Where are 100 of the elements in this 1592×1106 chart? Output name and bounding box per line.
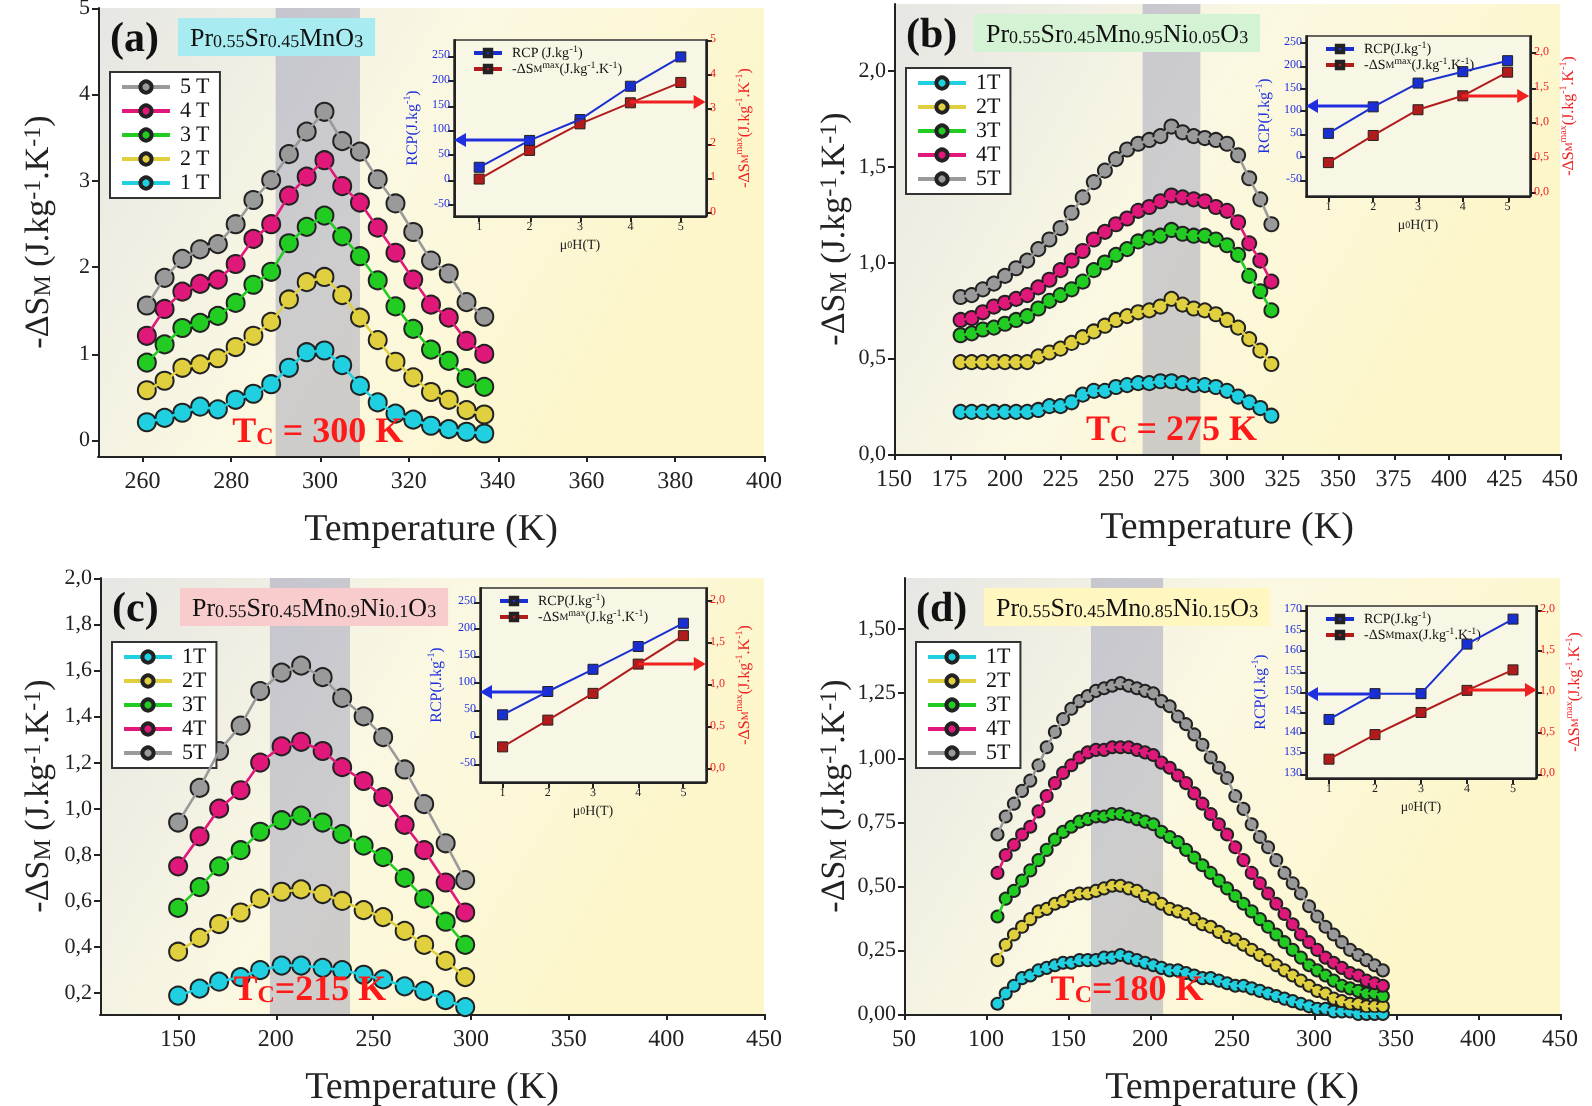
text: Pr0.55Sr0.45MnO3 (190, 22, 365, 52)
y-tick-label: 2,0 (858, 59, 887, 84)
y-tick-label: 5 (79, 0, 91, 20)
point (1263, 407, 1280, 424)
y-tick-label: 2 (79, 255, 90, 280)
point (497, 741, 509, 753)
legend-label: 1T (986, 645, 1011, 669)
point (1263, 302, 1280, 319)
point (455, 902, 476, 923)
point (990, 953, 1005, 968)
point (474, 423, 495, 444)
x-tick-label: 320 (390, 466, 427, 494)
x-tick-label: 300 (453, 1024, 490, 1052)
x-tick-label: 400 (648, 1024, 685, 1052)
legend-label: 1T (976, 71, 1001, 95)
point (474, 376, 495, 397)
y-tick-label: 0,5 (858, 346, 887, 371)
point (474, 306, 495, 327)
legend-label: 3T (976, 119, 1001, 143)
y-tick-label: 1,8 (64, 612, 93, 637)
x-tick-label: 250 (1214, 1024, 1250, 1052)
x-tick-label: 450 (746, 1024, 782, 1052)
x-tick-label: 380 (657, 466, 694, 494)
x-tick-label: 325 (1264, 464, 1301, 492)
x-tick-label: 450 (1542, 1024, 1578, 1052)
y-tick-label: 1,6 (64, 658, 93, 683)
x-tick-label: 360 (568, 466, 605, 494)
y-tick-label: 1,5 (858, 154, 887, 179)
x-tick-label: 50 (892, 1024, 916, 1052)
point (168, 897, 189, 918)
legend-label: 2T (182, 669, 207, 693)
point (677, 617, 689, 629)
point (1507, 664, 1519, 676)
legend-label: 4 T (180, 99, 211, 123)
chart-title: Pr0.55Sr0.45Mn0.85Ni0.15O3 (996, 592, 1259, 622)
x-axis-title: Temperature (K) (1105, 1066, 1359, 1106)
x-tick-label: 340 (479, 466, 516, 494)
y-tick-label: 1,0 (858, 250, 887, 275)
y-tick-label: 1,0 (64, 796, 93, 821)
point (474, 404, 495, 425)
annotation: TC = 300 K (232, 410, 404, 450)
x-tick-label: 200 (1132, 1024, 1168, 1052)
annotation: (b) (906, 9, 958, 57)
point (136, 380, 157, 401)
legend-label: 4T (976, 143, 1001, 167)
x-tick-label: 275 (1153, 464, 1190, 492)
y-tick-label: 1,00 (857, 745, 897, 770)
point (474, 343, 495, 364)
point (136, 412, 157, 433)
x-tick-label: 450 (1542, 464, 1578, 492)
y-tick-label: 1,4 (64, 704, 93, 729)
point (990, 865, 1005, 880)
y-tick-label: 1,25 (857, 681, 897, 706)
point (1323, 713, 1335, 725)
legend-label: 1T (182, 645, 207, 669)
legend-label: 4T (986, 717, 1011, 741)
annotation: (d) (916, 583, 968, 631)
x-axis-title: Temperature (K) (305, 1066, 559, 1106)
annotation: TC = 275 K (1086, 408, 1257, 448)
x-tick-label: 300 (1209, 464, 1245, 492)
x-tick-label: 400 (746, 466, 782, 494)
x-tick-label: 350 (1378, 1024, 1414, 1052)
x-tick-label: 250 (1098, 464, 1134, 492)
point (1322, 157, 1334, 169)
point (677, 630, 689, 642)
y-tick-label: 0,25 (857, 937, 897, 962)
y-tick-label: 0,00 (857, 1002, 897, 1026)
annotation: TC=180 K (1050, 968, 1204, 1008)
chart-title: Pr0.55Sr0.45Mn0.95Ni0.05O3 (986, 18, 1249, 48)
point (455, 870, 476, 891)
y-tick-label: 1,50 (857, 617, 897, 642)
x-tick-label: 175 (931, 464, 968, 492)
y-tick-label: 0,75 (857, 809, 897, 834)
x-tick-label: 280 (213, 466, 250, 494)
point (473, 173, 485, 185)
point (1323, 753, 1335, 765)
annotation: (c) (112, 583, 159, 631)
point (1461, 638, 1473, 650)
y-tick-label: 0,8 (64, 842, 93, 867)
chart-title: Pr0.55Sr0.45Mn0.9Ni0.1O3 (192, 592, 437, 622)
x-tick-label: 250 (355, 1024, 392, 1052)
y-tick-label: 4 (79, 82, 91, 107)
point (1507, 613, 1519, 625)
x-tick-label: 300 (1296, 1024, 1332, 1052)
y-tick-label: 0,50 (857, 873, 897, 898)
point (497, 709, 509, 721)
point (675, 76, 687, 88)
legend-label: 3 T (180, 123, 211, 147)
legend-label: 5T (976, 167, 1001, 191)
point (1412, 77, 1424, 89)
x-axis-title: Temperature (K) (304, 508, 558, 550)
x-tick-label: 200 (257, 1024, 294, 1052)
point (1263, 356, 1280, 372)
point (1415, 706, 1427, 718)
y-axis-title: -ΔSM (J.kg-1.K-1) (814, 679, 852, 913)
point (1375, 963, 1390, 978)
legend-label: 2T (976, 95, 1001, 119)
point (136, 325, 157, 346)
x-tick-label: 225 (1042, 464, 1079, 492)
x-tick-label: 350 (550, 1024, 587, 1052)
